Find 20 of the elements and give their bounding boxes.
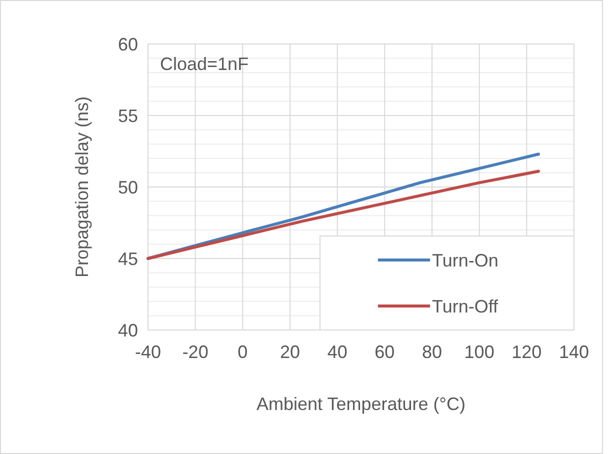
x-tick-label: 140 (558, 342, 590, 362)
y-tick-label: 55 (118, 106, 138, 126)
x-tick-label: -40 (134, 342, 162, 362)
y-tick-label: 40 (118, 320, 138, 340)
y-tick-label: 50 (118, 177, 138, 198)
y-tick-label: 45 (118, 248, 138, 269)
x-tick-label: 120 (512, 342, 542, 362)
y-tick-label: 60 (118, 34, 138, 54)
annotation: Cload=1nF (160, 54, 249, 74)
x-tick-label: 100 (464, 342, 494, 362)
legend-label: Turn-On (432, 250, 498, 270)
x-tick-label: -20 (182, 342, 208, 362)
legend-label: Turn-Off (432, 296, 500, 316)
x-tick-label: 40 (327, 342, 348, 362)
y-axis-title: Propagation delay (ns) (72, 96, 92, 278)
x-tick-label: 60 (374, 342, 395, 362)
x-axis-title: Ambient Temperature (°C) (256, 394, 466, 414)
x-tick-label: 0 (238, 342, 248, 362)
x-tick-label: 20 (280, 342, 300, 362)
x-tick-label: 80 (422, 342, 442, 362)
